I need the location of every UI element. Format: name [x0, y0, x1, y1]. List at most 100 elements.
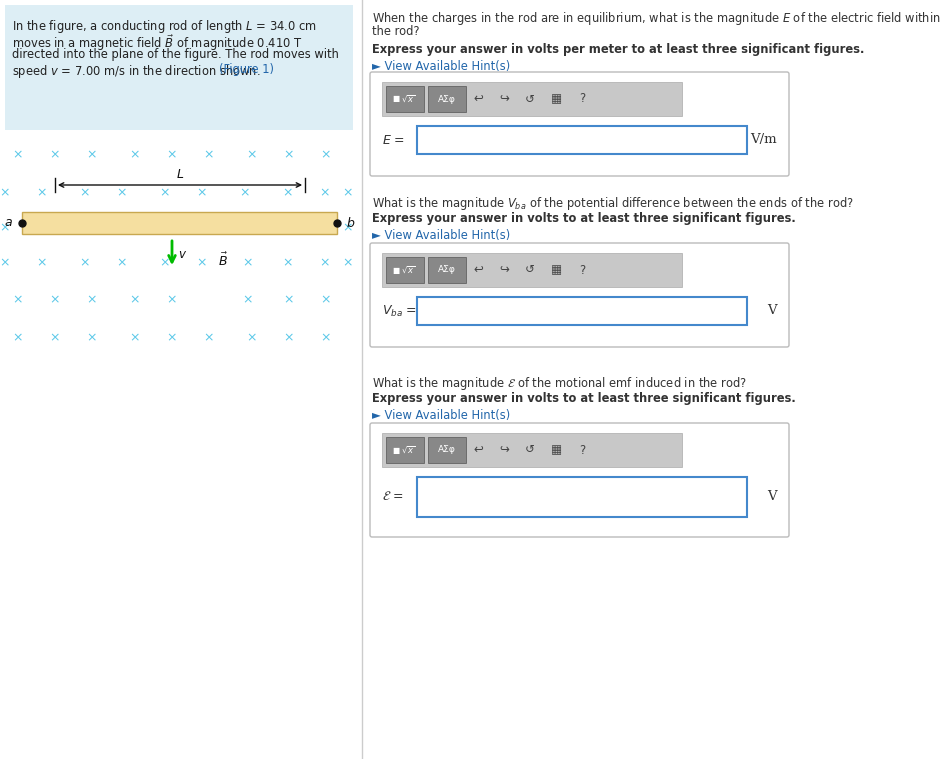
Text: ↪: ↪: [499, 93, 509, 106]
Text: ■: ■: [392, 266, 399, 275]
Text: ■: ■: [392, 95, 399, 103]
Bar: [417, 126, 747, 154]
Text: $V_{ba}$ =: $V_{ba}$ =: [382, 304, 417, 319]
Text: ×: ×: [343, 257, 354, 269]
Bar: [382, 82, 682, 116]
Text: ×: ×: [343, 187, 354, 200]
Text: When the charges in the rod are in equilibrium, what is the magnitude $E$ of the: When the charges in the rod are in equil…: [372, 10, 940, 27]
Text: What is the magnitude $\mathcal{E}$ of the motional emf induced in the rod?: What is the magnitude $\mathcal{E}$ of t…: [372, 375, 747, 392]
Text: ×: ×: [160, 222, 171, 235]
Text: ×: ×: [283, 187, 293, 200]
Bar: [386, 437, 424, 463]
Text: V: V: [767, 490, 777, 503]
Text: AΣφ: AΣφ: [438, 95, 456, 103]
Text: ×: ×: [0, 187, 10, 200]
Text: ×: ×: [167, 149, 177, 162]
Text: ×: ×: [87, 294, 98, 307]
Text: ×: ×: [49, 149, 61, 162]
Text: the rod?: the rod?: [372, 25, 420, 38]
FancyBboxPatch shape: [370, 243, 789, 347]
Text: In the figure, a conducting rod of length $L$ = 34.0 cm: In the figure, a conducting rod of lengt…: [12, 18, 317, 35]
Text: ×: ×: [283, 222, 293, 235]
Text: ×: ×: [130, 149, 140, 162]
Text: directed into the plane of the figure. The rod moves with: directed into the plane of the figure. T…: [12, 48, 338, 61]
Text: $b$: $b$: [346, 216, 356, 230]
Text: speed $v$ = 7.00 m/s in the direction shown.: speed $v$ = 7.00 m/s in the direction sh…: [12, 63, 262, 80]
Text: ×: ×: [197, 187, 208, 200]
Text: ?: ?: [579, 93, 585, 106]
Text: ×: ×: [130, 294, 140, 307]
Text: ×: ×: [246, 332, 257, 345]
Text: $v$: $v$: [178, 248, 187, 262]
Text: ↩: ↩: [473, 263, 483, 276]
Text: What is the magnitude $V_{ba}$ of the potential difference between the ends of t: What is the magnitude $V_{ba}$ of the po…: [372, 195, 854, 212]
FancyBboxPatch shape: [370, 72, 789, 176]
Text: ×: ×: [49, 294, 61, 307]
Text: moves in a magnetic field $\vec{B}$ of magnitude 0.410 T: moves in a magnetic field $\vec{B}$ of m…: [12, 33, 302, 53]
Bar: [428, 257, 466, 283]
Bar: [428, 86, 466, 112]
Bar: [428, 437, 466, 463]
Text: ×: ×: [160, 187, 171, 200]
Text: ×: ×: [37, 187, 47, 200]
Text: ×: ×: [320, 332, 331, 345]
Text: V/m: V/m: [751, 134, 777, 146]
Text: ×: ×: [12, 332, 24, 345]
Text: ×: ×: [320, 149, 331, 162]
Bar: [386, 86, 424, 112]
Text: ▦: ▦: [551, 93, 561, 106]
Text: $\sqrt{x}$: $\sqrt{x}$: [401, 264, 415, 276]
Text: ▦: ▦: [551, 263, 561, 276]
Text: AΣφ: AΣφ: [438, 446, 456, 455]
Text: ×: ×: [319, 187, 330, 200]
Text: ×: ×: [0, 257, 10, 269]
Text: ×: ×: [246, 149, 257, 162]
Text: (Figure 1): (Figure 1): [219, 63, 274, 76]
Text: ×: ×: [240, 187, 250, 200]
Text: ×: ×: [12, 294, 24, 307]
Text: ↩: ↩: [473, 443, 483, 456]
Text: $\vec{B}$: $\vec{B}$: [218, 251, 228, 269]
Text: ×: ×: [197, 257, 208, 269]
Text: $\mathcal{E}$ =: $\mathcal{E}$ =: [382, 490, 404, 503]
Text: Express your answer in volts per meter to at least three significant figures.: Express your answer in volts per meter t…: [372, 43, 865, 56]
FancyBboxPatch shape: [370, 423, 789, 537]
Text: ×: ×: [243, 257, 253, 269]
Text: ×: ×: [80, 257, 90, 269]
Text: ×: ×: [117, 222, 127, 235]
Text: ×: ×: [283, 149, 294, 162]
Text: V: V: [767, 304, 777, 317]
Text: ×: ×: [87, 149, 98, 162]
Text: ×: ×: [37, 222, 47, 235]
Text: ×: ×: [130, 332, 140, 345]
Text: ?: ?: [579, 443, 585, 456]
Text: ×: ×: [204, 149, 214, 162]
Text: Express your answer in volts to at least three significant figures.: Express your answer in volts to at least…: [372, 212, 795, 225]
Text: AΣφ: AΣφ: [438, 266, 456, 275]
Text: ×: ×: [243, 294, 253, 307]
Text: ×: ×: [343, 222, 354, 235]
Bar: [417, 477, 747, 517]
Text: ×: ×: [319, 222, 330, 235]
Text: ×: ×: [160, 257, 171, 269]
Text: ×: ×: [167, 294, 177, 307]
Text: ↺: ↺: [525, 263, 535, 276]
Text: Express your answer in volts to at least three significant figures.: Express your answer in volts to at least…: [372, 392, 795, 405]
Text: ×: ×: [0, 222, 10, 235]
Text: ×: ×: [12, 149, 24, 162]
Bar: [5, 5, 353, 130]
Bar: [417, 297, 747, 325]
Text: ×: ×: [117, 187, 127, 200]
Bar: [386, 257, 424, 283]
Text: $\sqrt{x}$: $\sqrt{x}$: [401, 445, 415, 455]
Text: ↩: ↩: [473, 93, 483, 106]
Text: ×: ×: [80, 187, 90, 200]
Text: ▦: ▦: [551, 443, 561, 456]
Text: ×: ×: [117, 257, 127, 269]
Text: ×: ×: [80, 222, 90, 235]
Text: ↺: ↺: [525, 443, 535, 456]
Text: ?: ?: [579, 263, 585, 276]
Text: ×: ×: [49, 332, 61, 345]
Text: $a$: $a$: [4, 216, 12, 229]
Bar: [382, 433, 682, 467]
